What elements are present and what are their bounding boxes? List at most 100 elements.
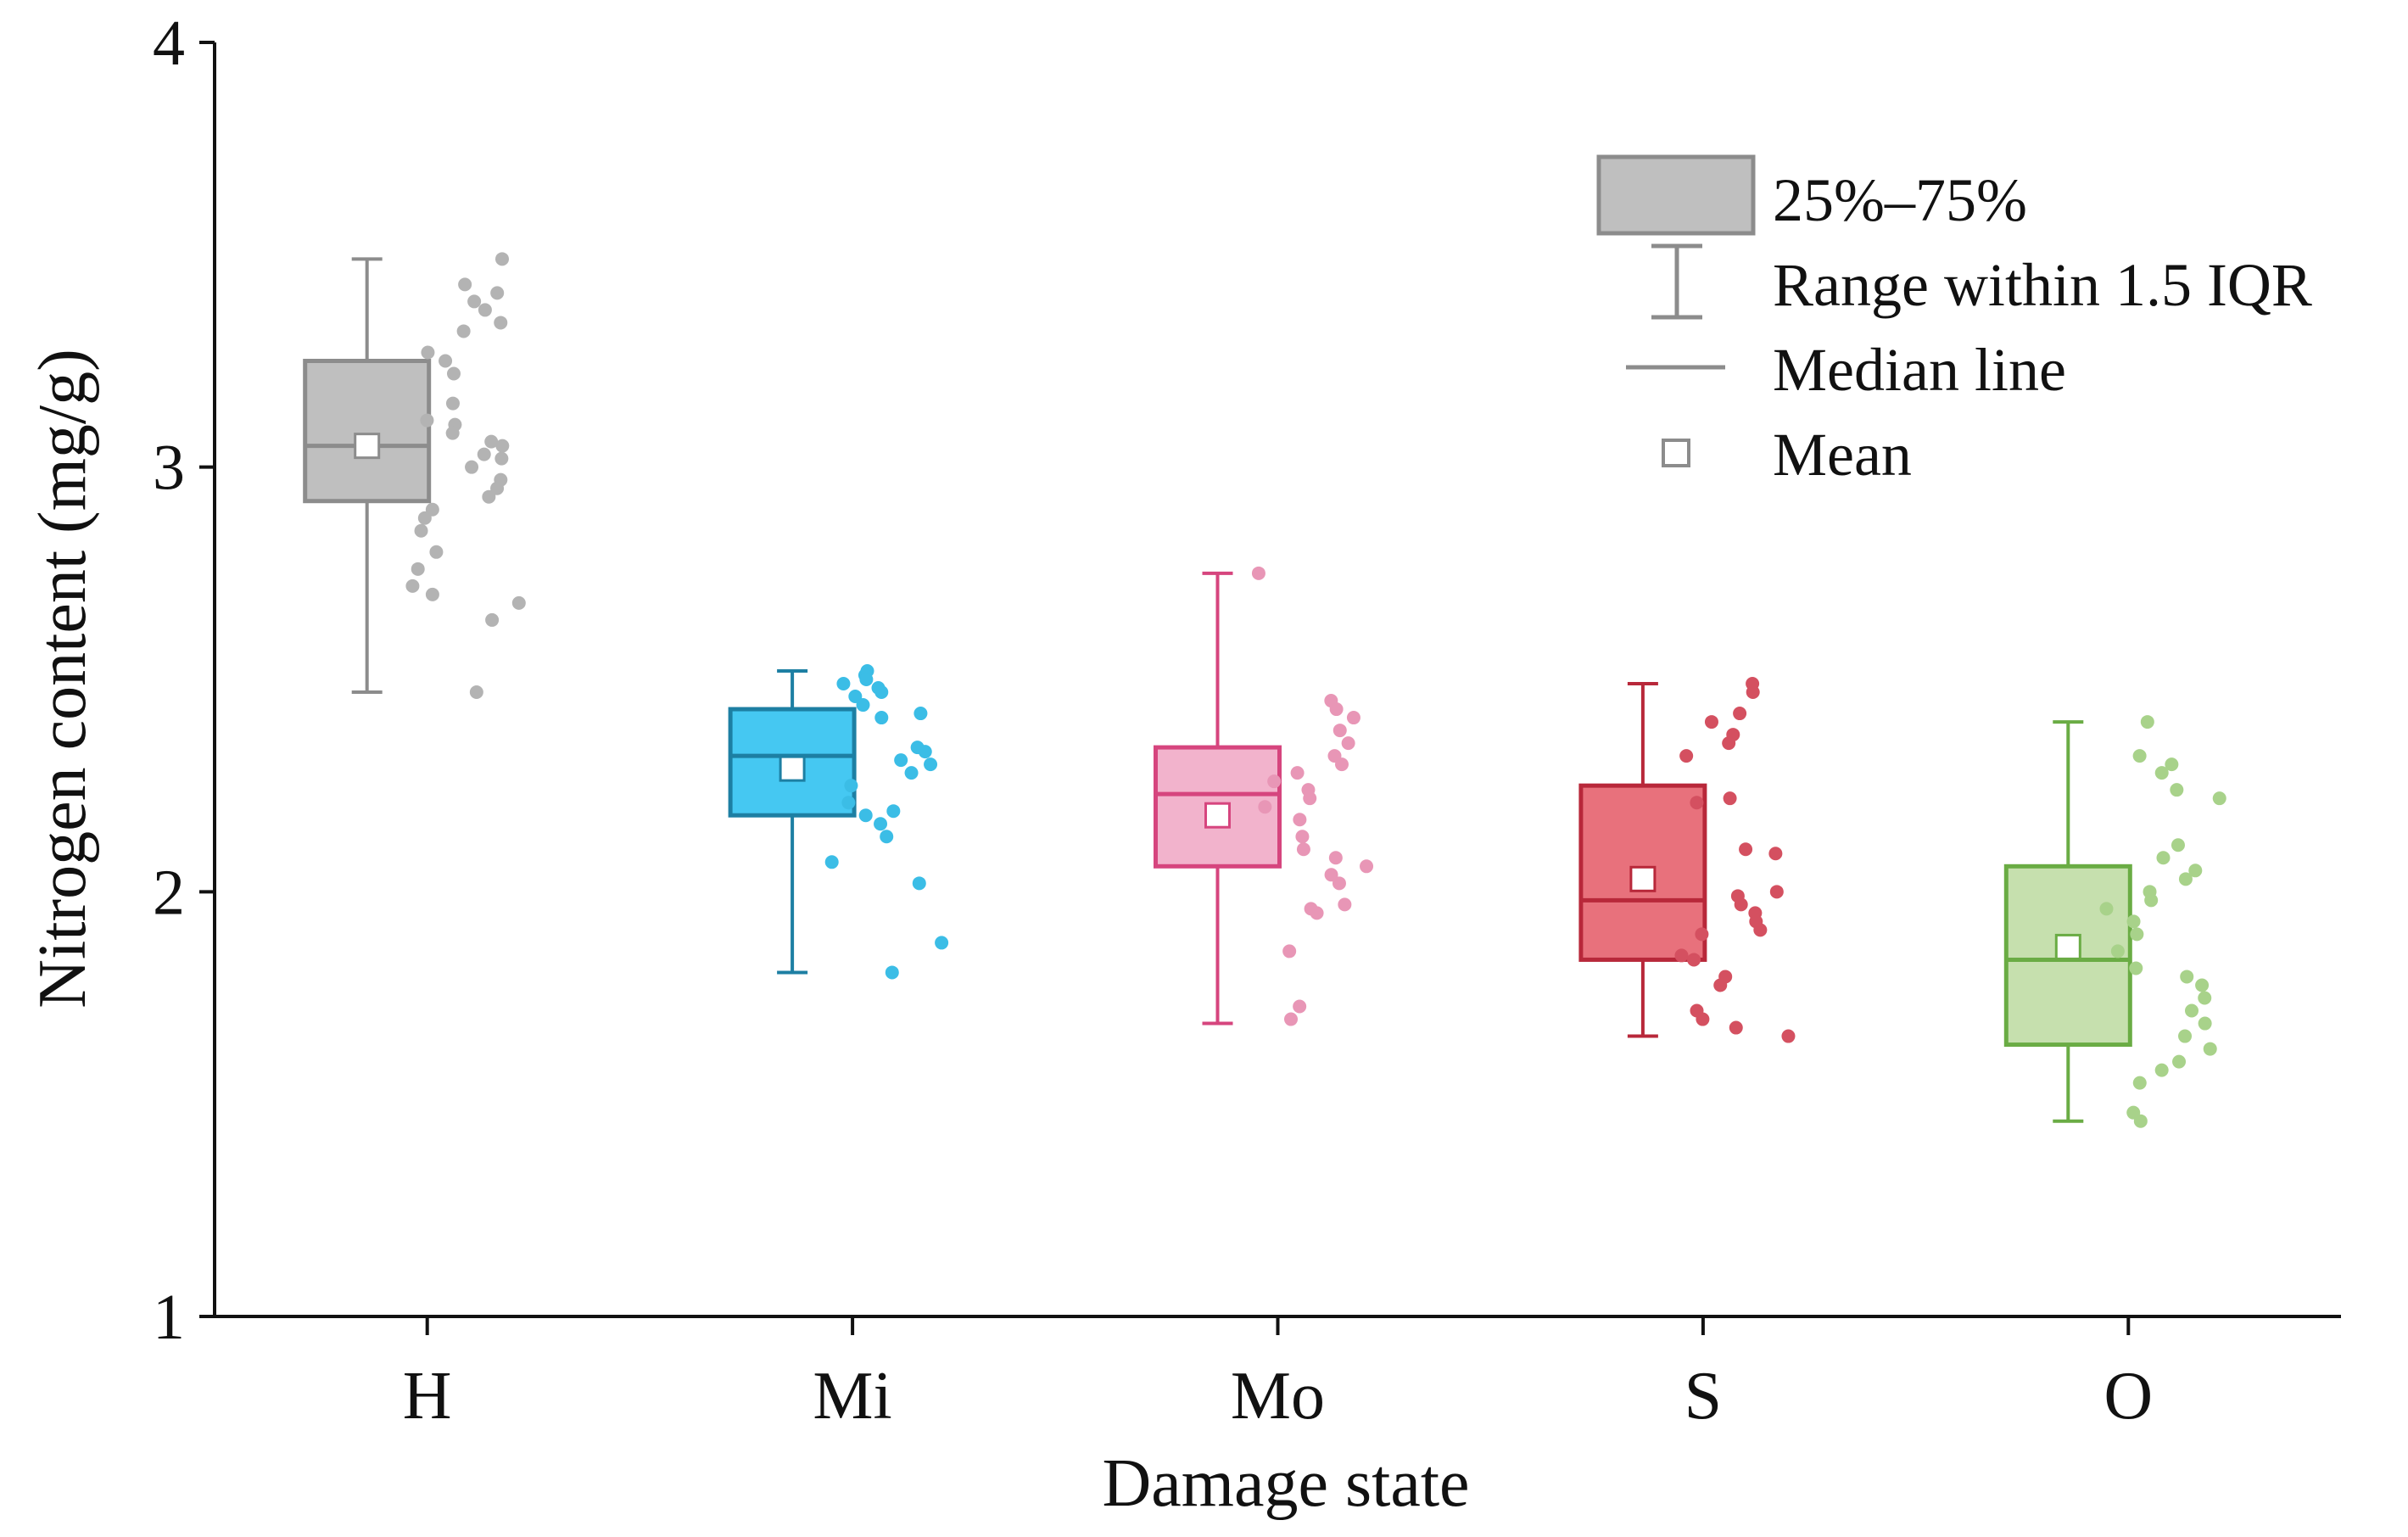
data-point (2178, 872, 2193, 886)
data-point (1290, 766, 1305, 780)
data-point (425, 587, 439, 601)
data-point (1334, 757, 1349, 772)
data-point (913, 707, 928, 721)
x-axis-title: Damage state (1102, 1446, 1469, 1521)
data-point (2099, 902, 2114, 916)
data-point (478, 303, 492, 317)
data-point (1713, 978, 1728, 992)
data-point (405, 578, 420, 593)
data-point (417, 511, 432, 525)
data-point (465, 460, 479, 474)
data-point (1295, 830, 1310, 844)
legend-whisker-symbol (1651, 243, 1702, 320)
box-group-s (1578, 677, 1796, 1043)
data-point (2178, 1029, 2193, 1043)
data-point (894, 753, 908, 768)
data-point (1722, 736, 1736, 751)
iqr-box (303, 359, 432, 504)
data-point (2110, 944, 2125, 959)
data-point (411, 562, 425, 576)
data-point (2133, 1114, 2148, 1128)
data-point (1258, 800, 1272, 814)
data-point (1332, 876, 1346, 891)
data-point (1687, 953, 1701, 967)
y-tick-label: 3 (153, 433, 185, 504)
x-axis-ticks: H Mi Mo S O (403, 1316, 2153, 1434)
data-point (2198, 1016, 2212, 1031)
data-point (458, 277, 472, 292)
box-group-o (2003, 715, 2226, 1128)
mean-marker (2054, 933, 2081, 960)
y-axis-ticks: 1 2 3 4 (153, 8, 215, 1353)
data-point (844, 779, 858, 793)
data-point (1251, 566, 1265, 580)
data-point (445, 396, 460, 411)
box-groups (303, 252, 2226, 1128)
data-point (1746, 685, 1760, 700)
y-tick-label: 1 (153, 1282, 185, 1353)
data-point (2140, 715, 2154, 729)
data-point (1329, 702, 1344, 717)
data-point (439, 354, 453, 368)
legend-mean-label: Mean (1773, 421, 1912, 489)
data-point (935, 936, 949, 950)
data-point (421, 345, 435, 360)
data-point (2195, 978, 2210, 992)
data-point (456, 324, 471, 338)
data-point (494, 451, 509, 466)
data-point (1739, 842, 1753, 857)
box-group-mo (1154, 566, 1374, 1026)
mean-marker (779, 755, 806, 782)
data-point (2132, 749, 2147, 763)
legend-whisker-label: Range within 1.5 IQR (1773, 251, 2312, 319)
legend-box-label: 25%–75% (1773, 166, 2027, 234)
data-point (1328, 851, 1343, 865)
data-point (859, 673, 874, 686)
data-point (885, 965, 899, 980)
data-point (1695, 927, 1709, 942)
data-point (836, 677, 851, 691)
data-point (482, 489, 496, 504)
data-point (1267, 774, 1282, 789)
data-point (2203, 1042, 2217, 1056)
data-point (918, 745, 932, 759)
data-point (1284, 1012, 1299, 1026)
data-point (1293, 999, 1307, 1014)
data-point (490, 481, 505, 495)
data-point (1768, 847, 1783, 861)
box-group-mi (728, 663, 949, 980)
data-point (856, 698, 870, 713)
data-point (490, 286, 505, 300)
data-point (2171, 838, 2185, 852)
data-point (2172, 1054, 2187, 1069)
data-point (2144, 893, 2159, 908)
x-tick-label: S (1684, 1359, 1723, 1434)
data-point (1324, 868, 1338, 882)
data-point (841, 796, 856, 810)
legend: 25%–75% Range within 1.5 IQR Median line… (1596, 154, 2312, 489)
data-point (420, 413, 434, 428)
data-point (824, 855, 839, 869)
data-point (1282, 944, 1297, 959)
data-point (495, 252, 510, 266)
data-point (445, 426, 460, 440)
x-tick-label: Mo (1231, 1359, 1325, 1434)
data-point (467, 294, 482, 309)
legend-box-swatch (1596, 154, 1756, 236)
data-point (1338, 897, 1352, 912)
mean-marker (1204, 802, 1231, 829)
data-point (2156, 851, 2171, 865)
data-point (2180, 970, 2194, 984)
data-point (1734, 897, 1748, 912)
data-point (1704, 715, 1718, 729)
mean-marker (1629, 865, 1657, 892)
data-point (1293, 813, 1307, 827)
box-group-h (303, 252, 526, 700)
x-tick-label: O (2104, 1359, 2153, 1434)
data-point (2126, 914, 2141, 929)
data-point (886, 804, 901, 819)
data-point (2130, 927, 2144, 942)
data-point (2198, 991, 2212, 1005)
